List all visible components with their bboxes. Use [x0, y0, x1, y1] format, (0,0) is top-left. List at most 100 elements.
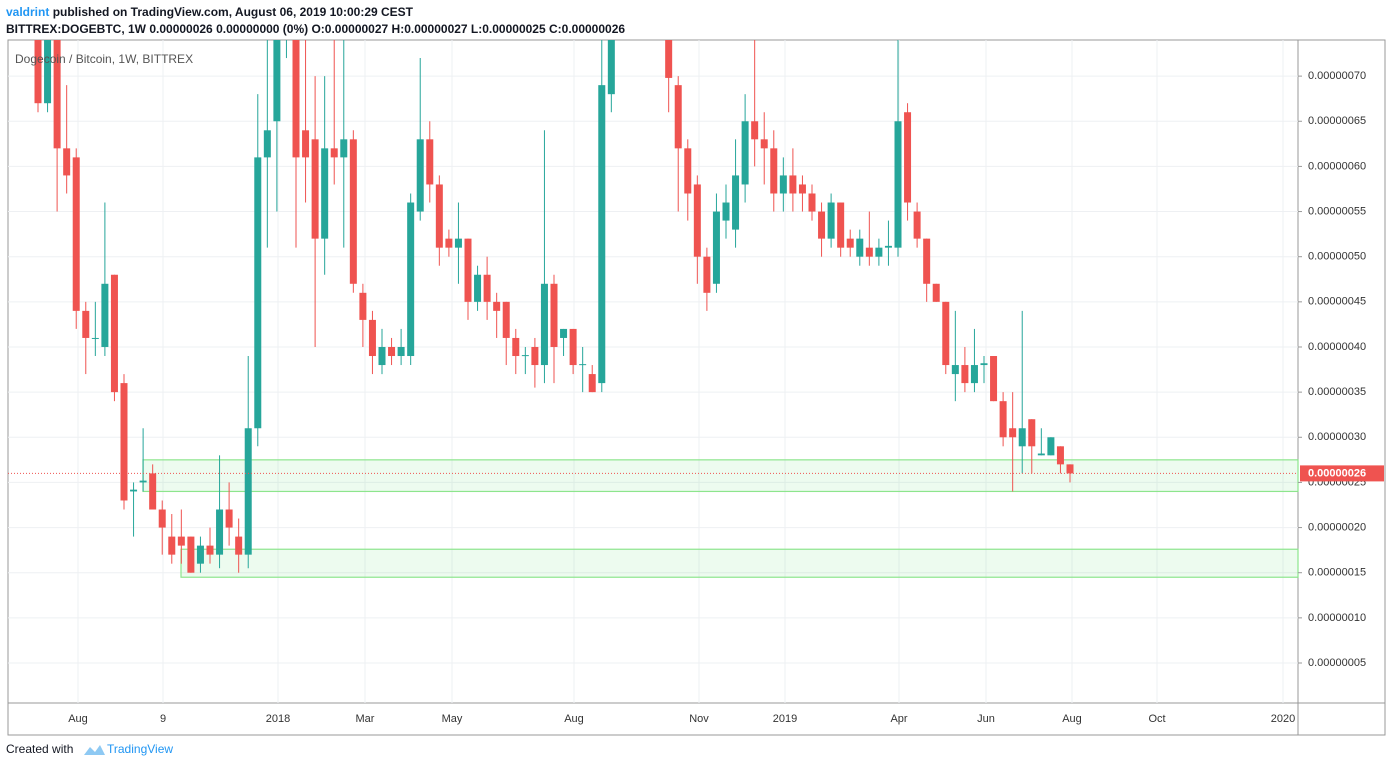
candle-body — [674, 85, 682, 149]
candle-body — [216, 509, 224, 555]
x-tick-label: Nov — [689, 713, 709, 725]
brand-logo — [84, 745, 105, 755]
candle-body — [607, 40, 615, 95]
x-tick-label: Oct — [1148, 713, 1165, 725]
candle-body — [321, 148, 329, 239]
candle-body — [789, 175, 797, 194]
candle-body — [798, 184, 806, 194]
candles — [34, 40, 1074, 573]
candle-body — [72, 157, 80, 311]
candle-body — [770, 148, 778, 194]
x-tick-label: 2018 — [266, 713, 290, 725]
price-label-box — [1300, 465, 1384, 482]
price-label: 0.00000026 — [1308, 467, 1366, 479]
candle-body — [378, 346, 386, 366]
candle-body — [1066, 464, 1074, 474]
candle-body — [865, 247, 873, 257]
candle-body — [951, 365, 959, 375]
candle-body — [149, 473, 157, 510]
candle-body — [254, 157, 262, 429]
candle-body — [82, 310, 90, 338]
candle-body — [970, 365, 978, 384]
candle-body — [665, 40, 673, 78]
x-tick-label: Apr — [890, 713, 907, 725]
candle-body — [712, 211, 720, 284]
candle-body — [110, 274, 118, 393]
candle-body — [454, 238, 462, 248]
candle-body — [732, 175, 740, 230]
x-tick-label: 9 — [160, 713, 166, 725]
candle-body — [818, 211, 826, 239]
candle-body — [130, 489, 138, 492]
candle-body — [760, 139, 768, 149]
frame — [7, 39, 1386, 736]
candle-body — [302, 130, 310, 158]
candle-body — [904, 112, 912, 203]
candle-body — [292, 40, 300, 158]
x-tick-label: Mar — [356, 713, 375, 725]
candle-body — [540, 283, 548, 366]
candle-body — [120, 383, 128, 501]
candle-body — [779, 175, 787, 194]
y-tick-label: 0.00000005 — [1308, 657, 1366, 669]
support-zone — [180, 548, 1299, 578]
candle-body — [1028, 419, 1036, 447]
candle-body — [913, 211, 921, 239]
candle-body — [1037, 453, 1045, 456]
y-tick-label: 0.00000010 — [1308, 612, 1366, 624]
candle-body — [837, 202, 845, 248]
support-zone — [142, 459, 1299, 493]
candle-body — [44, 40, 52, 104]
y-tick-label: 0.00000050 — [1308, 251, 1366, 263]
author[interactable]: valdrint — [6, 5, 49, 19]
candle-body — [827, 202, 835, 239]
candle-body — [884, 245, 892, 248]
candle-body — [693, 184, 701, 257]
candle-body — [464, 238, 472, 302]
candle-body — [359, 292, 367, 320]
candle-body — [53, 40, 61, 149]
candle-body — [397, 346, 405, 357]
candle-body — [502, 301, 510, 338]
overlay: 0.00000005 0.00000010 0.00000015 0.00000020… — [8, 70, 1384, 725]
grid — [8, 40, 1298, 703]
candle-body — [63, 148, 71, 176]
candle-body — [560, 328, 568, 338]
y-tick-label: 0.00000030 — [1308, 431, 1366, 443]
y-tick-label: 0.00000060 — [1308, 160, 1366, 172]
candle-body — [187, 536, 195, 573]
candle-body — [330, 148, 338, 158]
candle-body — [1009, 428, 1017, 438]
candle-body — [416, 139, 424, 212]
legend-title: Dogecoin / Bitcoin, 1W, BITTREX — [15, 52, 193, 66]
candle-body — [684, 148, 692, 194]
published: published on TradingView.com, August 06,… — [53, 5, 414, 19]
y-tick-label: 0.00000020 — [1308, 521, 1366, 533]
candle-body — [168, 536, 176, 555]
candle-body — [139, 480, 147, 483]
candle-body — [235, 536, 243, 555]
y-tick-label: 0.00000015 — [1308, 567, 1366, 579]
y-tick-label: 0.00000040 — [1308, 341, 1366, 353]
candle-body — [435, 184, 443, 248]
candle-body — [483, 274, 491, 302]
candle-body — [722, 202, 730, 221]
candle-body — [474, 274, 482, 302]
candle-body — [846, 238, 854, 248]
candle-body — [894, 121, 902, 248]
x-tick-label: Jun — [977, 713, 995, 725]
candle-body — [741, 121, 749, 185]
zones — [142, 459, 1299, 578]
candle-body — [196, 545, 204, 564]
candle-body — [407, 202, 415, 357]
candle-body — [521, 355, 529, 357]
y-tick-label: 0.00000055 — [1308, 205, 1366, 217]
candle-body — [493, 301, 501, 311]
candle-body — [932, 283, 940, 302]
footer-brand[interactable]: TradingView — [107, 742, 173, 756]
candle-body — [875, 247, 883, 257]
candle-body — [531, 346, 539, 366]
candle-body — [426, 139, 434, 185]
header-line: valdrint published on TradingView.com, A… — [6, 5, 414, 19]
